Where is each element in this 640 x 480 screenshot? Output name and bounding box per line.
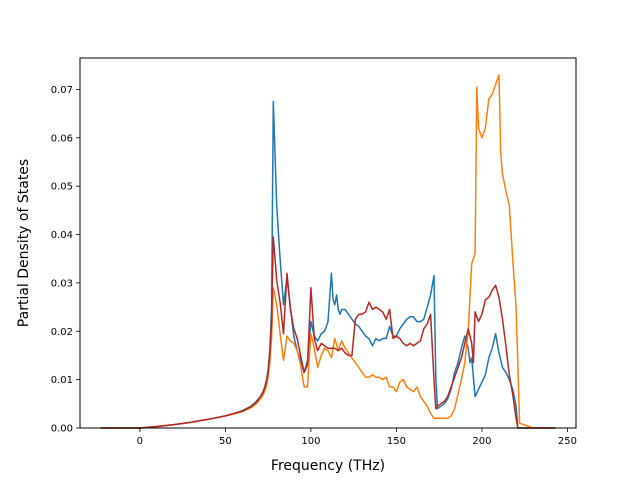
y-tick-label: 0.04 bbox=[51, 230, 73, 241]
x-tick-label: 50 bbox=[219, 436, 232, 447]
y-axis-ticks: 0.00 0.01 0.02 0.03 0.04 0.05 0.06 0.07 bbox=[51, 85, 80, 435]
x-tick-label: 100 bbox=[301, 436, 320, 447]
x-tick-label: 0 bbox=[137, 436, 143, 447]
plot-frame bbox=[79, 57, 577, 429]
y-tick-label: 0.01 bbox=[51, 375, 73, 386]
x-axis-label: Frequency (THz) bbox=[271, 458, 385, 474]
y-axis-label: Partial Density of States bbox=[16, 159, 32, 327]
y-tick-label: 0.02 bbox=[51, 327, 73, 338]
x-tick-label: 250 bbox=[558, 436, 577, 447]
x-tick-label: 150 bbox=[387, 436, 406, 447]
series-layer bbox=[100, 74, 556, 429]
y-tick-label: 0.00 bbox=[51, 424, 73, 435]
x-tick-label: 200 bbox=[472, 436, 491, 447]
y-tick-label: 0.03 bbox=[51, 278, 73, 289]
y-tick-label: 0.07 bbox=[51, 85, 73, 96]
x-axis-ticks: 0 50 100 150 200 250 bbox=[137, 428, 577, 447]
series-line-3 bbox=[100, 236, 556, 429]
y-tick-label: 0.05 bbox=[51, 182, 73, 193]
y-tick-label: 0.06 bbox=[51, 133, 73, 144]
